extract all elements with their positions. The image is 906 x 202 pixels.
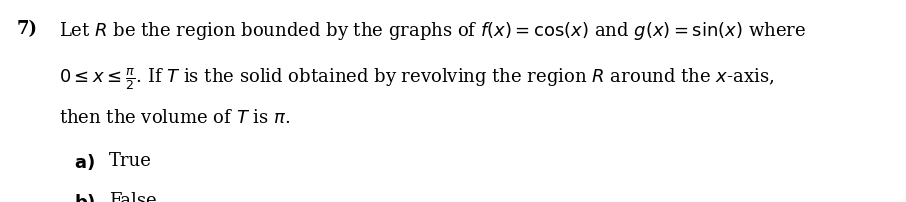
Text: False: False <box>109 192 157 202</box>
Text: 7): 7) <box>16 20 37 38</box>
Text: True: True <box>109 152 151 169</box>
Text: then the volume of $T$ is $\pi$.: then the volume of $T$ is $\pi$. <box>59 109 290 127</box>
Text: $\bf{b)}$: $\bf{b)}$ <box>74 192 96 202</box>
Text: $0 \leq x \leq \frac{\pi}{2}$. If $T$ is the solid obtained by revolving the reg: $0 \leq x \leq \frac{\pi}{2}$. If $T$ is… <box>59 67 774 92</box>
Text: $\bf{a)}$: $\bf{a)}$ <box>74 152 95 171</box>
Text: Let $R$ be the region bounded by the graphs of $f(x) = \cos(x)$ and $g(x) = \sin: Let $R$ be the region bounded by the gra… <box>59 20 806 42</box>
